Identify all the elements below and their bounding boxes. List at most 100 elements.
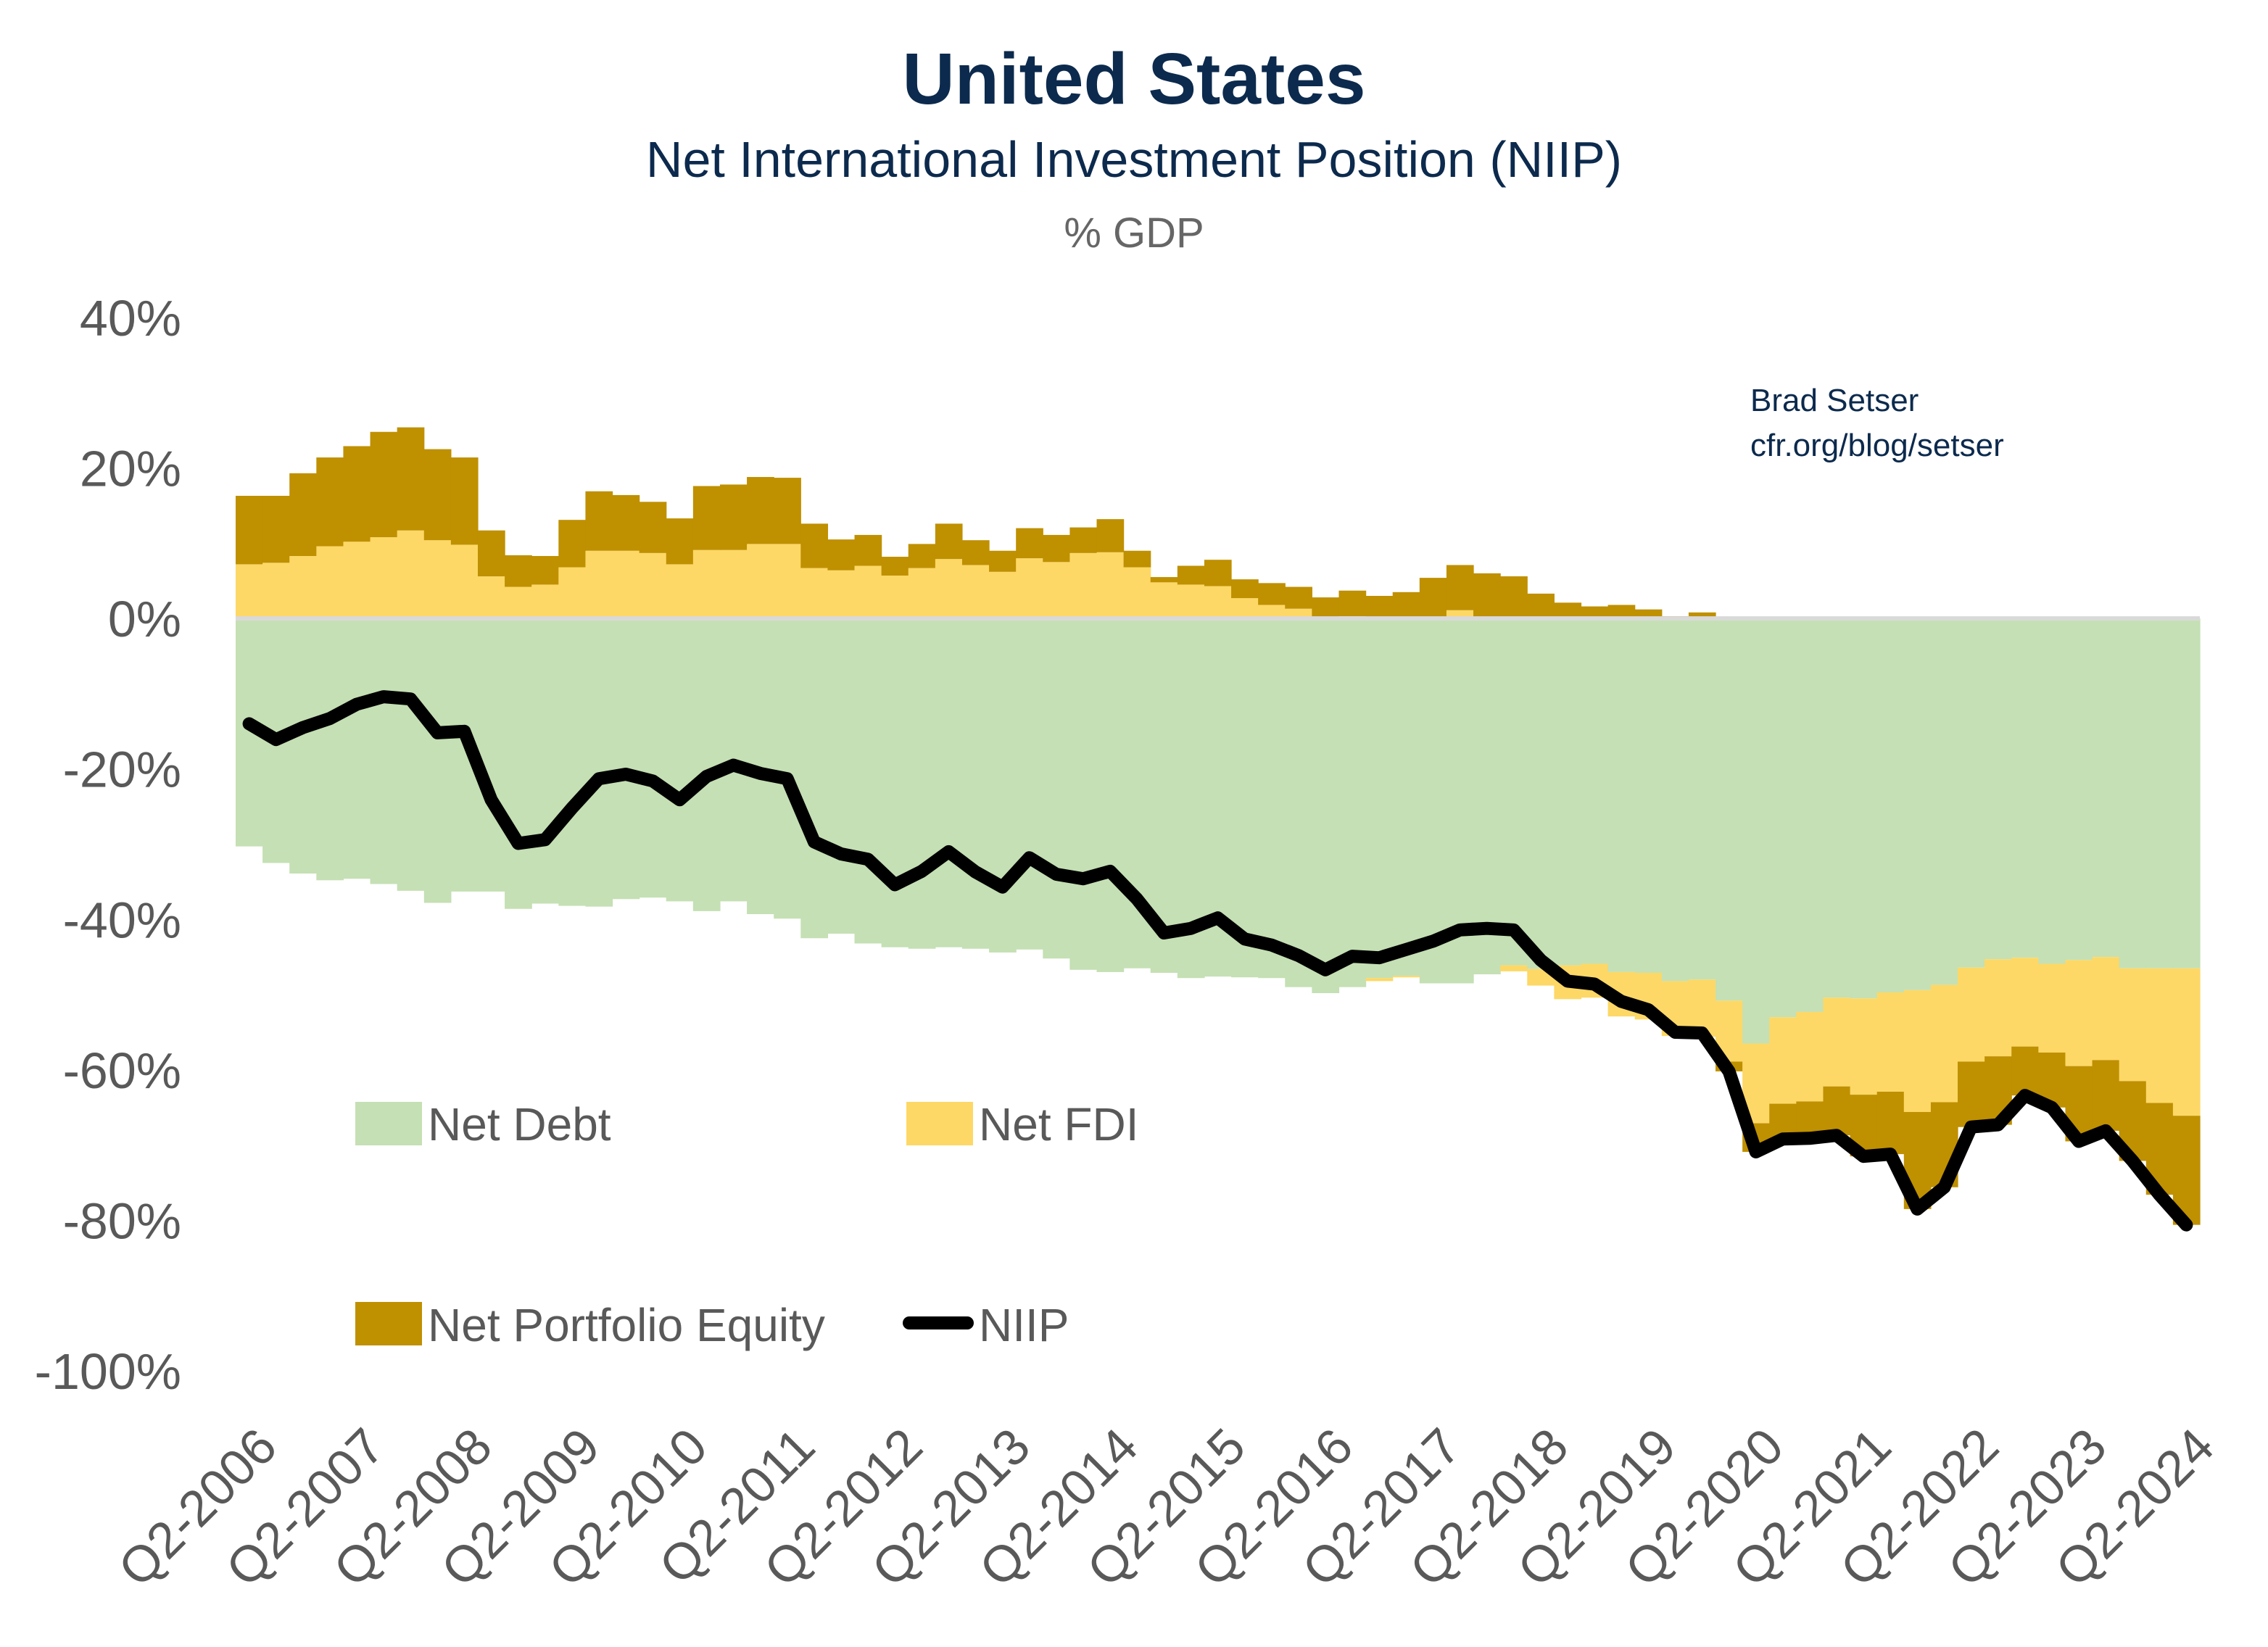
bar-net-debt: [774, 618, 801, 919]
bar-net-portfolio-equity: [1285, 586, 1312, 609]
bar-net-debt: [612, 618, 640, 900]
bar-net-debt: [343, 618, 371, 879]
bar-net-portfolio-equity: [1365, 596, 1394, 619]
y-tick-label: -20%: [63, 742, 181, 798]
bar-net-debt: [1069, 618, 1098, 970]
bar-net-portfolio-equity: [961, 540, 990, 565]
bar-net-debt: [2119, 618, 2147, 968]
bars-layer: [236, 427, 2201, 1225]
source-author: Brad Setser: [1750, 383, 1919, 418]
bar-net-portfolio-equity: [827, 539, 856, 571]
bar-net-debt: [1016, 618, 1043, 950]
bar-net-portfolio-equity: [2092, 1060, 2120, 1131]
bar-net-portfolio-equity: [908, 544, 936, 568]
bar-net-debt: [881, 618, 909, 947]
chart-unit: % GDP: [1064, 209, 1204, 257]
bar-net-portfolio-equity: [1016, 528, 1043, 559]
bar-net-debt: [423, 618, 452, 903]
bar-net-fdi: [1903, 990, 1932, 1112]
bar-net-debt: [1258, 618, 1286, 979]
bar-net-portfolio-equity: [1958, 1061, 1985, 1127]
bar-net-portfolio-equity: [692, 486, 721, 550]
bar-net-portfolio-equity: [1204, 560, 1232, 586]
bar-net-debt: [2145, 618, 2174, 968]
bar-net-portfolio-equity: [370, 431, 398, 538]
bar-net-debt: [1796, 618, 1824, 1012]
source-note: Brad Setser cfr.org/blog/setser: [1750, 378, 2004, 468]
bar-net-portfolio-equity: [236, 495, 263, 565]
bar-net-debt: [827, 618, 856, 934]
bar-net-portfolio-equity: [1527, 593, 1555, 619]
bar-net-fdi: [961, 565, 990, 619]
legend-swatch-net-fdi: [906, 1102, 973, 1145]
bar-net-debt: [1958, 618, 1985, 968]
bar-net-debt: [370, 618, 398, 884]
bar-net-portfolio-equity: [1634, 609, 1663, 619]
bar-net-portfolio-equity: [1823, 1086, 1851, 1136]
bar-net-portfolio-equity: [1446, 565, 1474, 610]
bar-net-portfolio-equity: [585, 491, 613, 551]
x-axis: Q2-2006Q2-2007Q2-2008Q2-2009Q2-2010Q2-20…: [107, 1417, 2224, 1597]
bar-net-fdi: [1930, 984, 1958, 1103]
y-tick-label: 0%: [108, 591, 181, 647]
bar-net-debt: [1607, 618, 1636, 972]
bar-net-fdi: [827, 570, 856, 619]
bar-net-portfolio-equity: [1581, 606, 1609, 619]
bar-net-debt: [1365, 618, 1394, 979]
bar-net-portfolio-equity: [1688, 612, 1716, 619]
bar-net-fdi: [1204, 586, 1232, 619]
bar-net-debt: [1634, 618, 1663, 973]
bar-net-debt: [1984, 618, 2012, 960]
bar-net-fdi: [316, 546, 344, 619]
legend-swatch-net-debt: [355, 1102, 422, 1145]
bar-net-debt: [2065, 618, 2093, 961]
bar-net-fdi: [1876, 992, 1905, 1092]
bar-net-debt: [505, 618, 532, 909]
legend-label-niip: NIIP: [979, 1299, 1069, 1351]
bar-net-portfolio-equity: [989, 550, 1017, 572]
bar-net-debt: [1500, 618, 1528, 966]
bar-net-fdi: [477, 576, 505, 619]
bar-net-portfolio-equity: [531, 556, 559, 585]
bar-net-portfolio-equity: [289, 473, 317, 557]
bar-net-fdi: [2145, 968, 2174, 1103]
bar-net-fdi: [1392, 976, 1420, 978]
bar-net-portfolio-equity: [881, 557, 909, 576]
bar-net-fdi: [2065, 960, 2093, 1066]
bar-net-debt: [961, 618, 990, 949]
bar-net-fdi: [1796, 1011, 1824, 1102]
bar-net-fdi: [1016, 558, 1043, 619]
bar-net-portfolio-equity: [1607, 605, 1636, 619]
bar-net-fdi: [2011, 958, 2039, 1047]
bar-net-portfolio-equity: [1177, 565, 1205, 585]
bar-net-portfolio-equity: [1043, 534, 1070, 563]
bar-net-debt: [1338, 618, 1367, 987]
bar-net-debt: [316, 618, 344, 881]
bar-net-fdi: [370, 537, 398, 619]
bar-net-debt: [1554, 618, 1582, 966]
bar-net-portfolio-equity: [450, 457, 479, 545]
source-url: cfr.org/blog/setser: [1750, 428, 2004, 463]
bar-net-debt: [1392, 618, 1420, 976]
bar-net-debt: [1930, 618, 1958, 985]
bar-net-debt: [1096, 618, 1125, 972]
bar-net-fdi: [343, 542, 371, 619]
bar-net-debt: [1285, 618, 1312, 987]
bar-net-debt: [1850, 618, 1878, 999]
bar-net-fdi: [908, 568, 936, 619]
bar-net-portfolio-equity: [1312, 597, 1340, 619]
chart-title: United States: [902, 38, 1366, 120]
bar-net-fdi: [1850, 998, 1878, 1095]
bar-net-portfolio-equity: [1876, 1091, 1905, 1155]
bar-net-fdi: [558, 567, 587, 619]
bar-net-fdi: [1123, 567, 1151, 619]
legend-label-net-fdi: Net FDI: [979, 1098, 1138, 1150]
bar-net-portfolio-equity: [1150, 577, 1178, 583]
y-tick-label: -100%: [35, 1343, 181, 1400]
bar-net-debt: [397, 618, 425, 891]
bar-net-fdi: [289, 556, 317, 619]
legend-label-net-portfolio-equity: Net Portfolio Equity: [428, 1299, 825, 1351]
bar-net-fdi: [1984, 959, 2012, 1057]
bar-net-debt: [1742, 618, 1770, 1044]
